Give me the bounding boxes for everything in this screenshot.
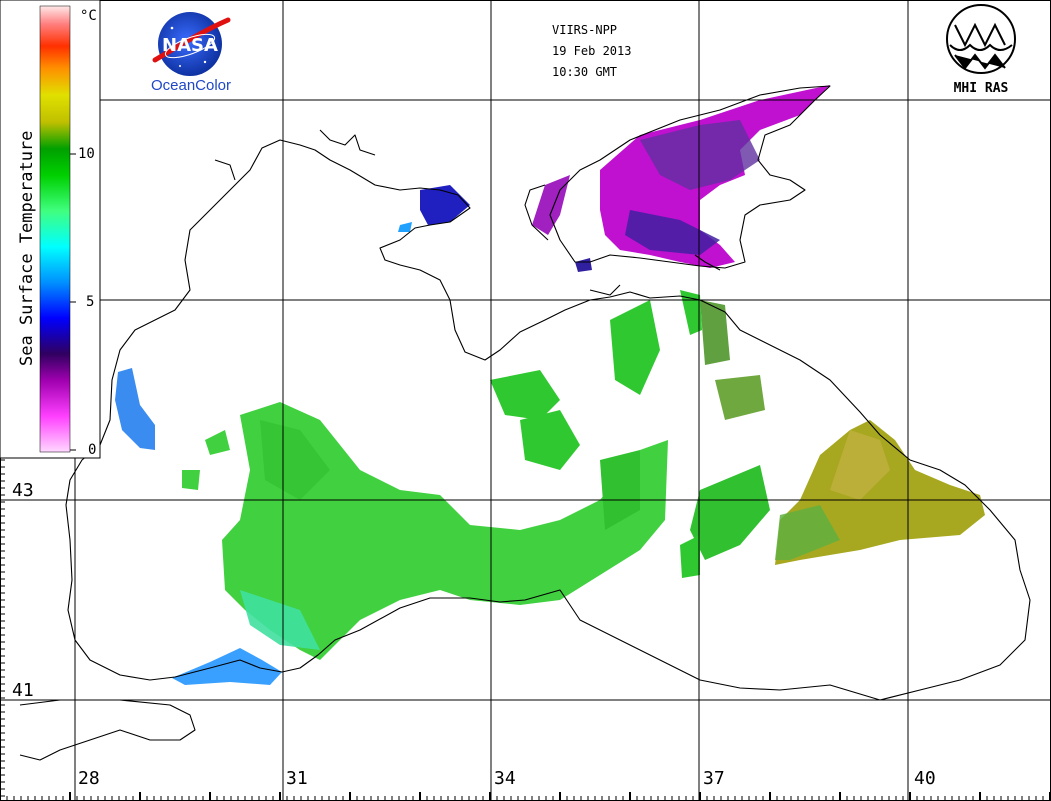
header-date: 19 Feb 2013 bbox=[552, 44, 631, 58]
nasa-wordmark: NASA bbox=[162, 35, 218, 56]
colorbar-scale bbox=[39, 5, 71, 453]
header-time: 10:30 GMT bbox=[552, 65, 617, 79]
colorbar-tick-0: 0 bbox=[88, 442, 96, 458]
lon-label-34: 34 bbox=[494, 768, 516, 789]
coastline bbox=[19, 85, 1031, 761]
lon-label-37: 37 bbox=[703, 768, 725, 789]
lat-label-41: 41 bbox=[12, 680, 34, 701]
lon-label-28: 28 bbox=[78, 768, 100, 789]
lon-label-31: 31 bbox=[286, 768, 308, 789]
header-satellite: VIIRS-NPP bbox=[552, 23, 617, 37]
sst-patch-west-coast bbox=[115, 368, 155, 450]
colorbar-unit: °C bbox=[80, 8, 97, 24]
nasa-oceancolor-caption: OceanColor bbox=[151, 77, 231, 94]
longitude-labels: 28 31 34 37 40 bbox=[78, 768, 936, 789]
sst-patch-central-green bbox=[222, 402, 668, 660]
latitude-labels: 43 41 bbox=[12, 480, 34, 701]
header: VIIRS-NPP 19 Feb 2013 10:30 GMT bbox=[552, 23, 631, 79]
colorbar: °C 10 5 0 Sea Surface Temperature bbox=[0, 0, 101, 459]
colorbar-tick-5: 5 bbox=[86, 294, 94, 310]
mhi-logo: MHI RAS bbox=[946, 4, 1016, 96]
colorbar-title: Sea Surface Temperature bbox=[17, 131, 37, 366]
sst-patches bbox=[115, 85, 985, 685]
lon-label-40: 40 bbox=[914, 768, 936, 789]
sst-patch-south-coast bbox=[172, 648, 282, 685]
nasa-logo: NASA OceanColor bbox=[151, 12, 231, 94]
colorbar-tick-10: 10 bbox=[78, 146, 95, 162]
lat-label-43: 43 bbox=[12, 480, 34, 501]
mhi-caption: MHI RAS bbox=[954, 81, 1009, 96]
